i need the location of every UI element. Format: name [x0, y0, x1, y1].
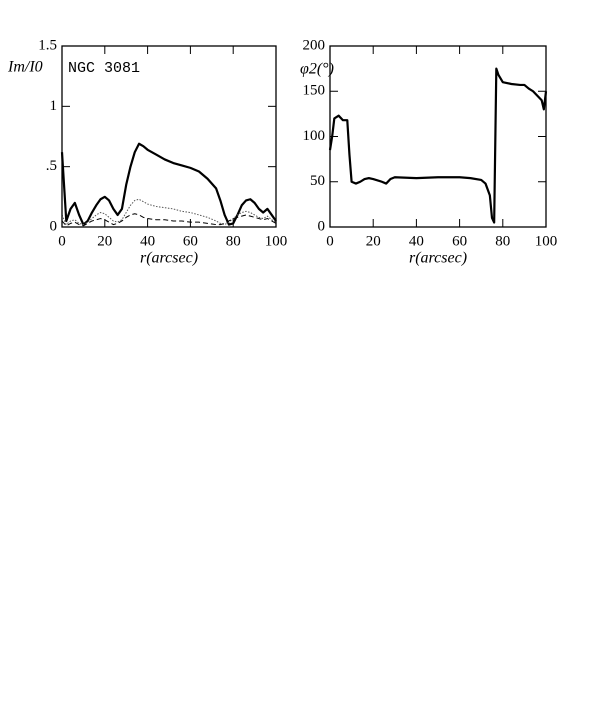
y-tick-label: .5: [46, 158, 57, 174]
x-axis-label: r(arcsec): [140, 250, 198, 267]
y-axis-label: Im/I0: [7, 59, 43, 76]
x-tick-label: 0: [326, 233, 334, 249]
x-tick-label: 0: [58, 233, 66, 249]
x-tick-label: 20: [97, 233, 112, 249]
data-line: [61, 213, 277, 227]
x-tick-label: 40: [140, 233, 155, 249]
x-tick-label: 60: [183, 233, 198, 249]
data-line: [328, 67, 548, 224]
y-tick-label: 100: [303, 128, 326, 144]
x-tick-label: 80: [495, 233, 510, 249]
data-line: [61, 198, 277, 226]
data-line: [60, 142, 277, 226]
x-tick-label: 100: [535, 233, 558, 249]
y-tick-label: 200: [303, 37, 326, 53]
y-axis-label: φ2(°): [300, 61, 334, 78]
y-tick-label: 1.5: [38, 37, 57, 53]
x-tick-label: 20: [366, 233, 381, 249]
y-tick-label: 1: [50, 98, 58, 114]
x-tick-label: 100: [265, 233, 288, 249]
x-tick-label: 80: [226, 233, 241, 249]
plot-frame: [329, 45, 547, 228]
y-tick-label: 0: [318, 218, 326, 234]
x-tick-label: 60: [452, 233, 467, 249]
y-tick-label: 50: [310, 173, 325, 189]
y-tick-label: 150: [303, 83, 326, 99]
plot-frame: [61, 45, 277, 228]
x-tick-label: 40: [409, 233, 424, 249]
annotation: NGC 3081: [68, 60, 140, 77]
x-axis-label: r(arcsec): [409, 250, 467, 267]
y-tick-label: 0: [50, 218, 58, 234]
